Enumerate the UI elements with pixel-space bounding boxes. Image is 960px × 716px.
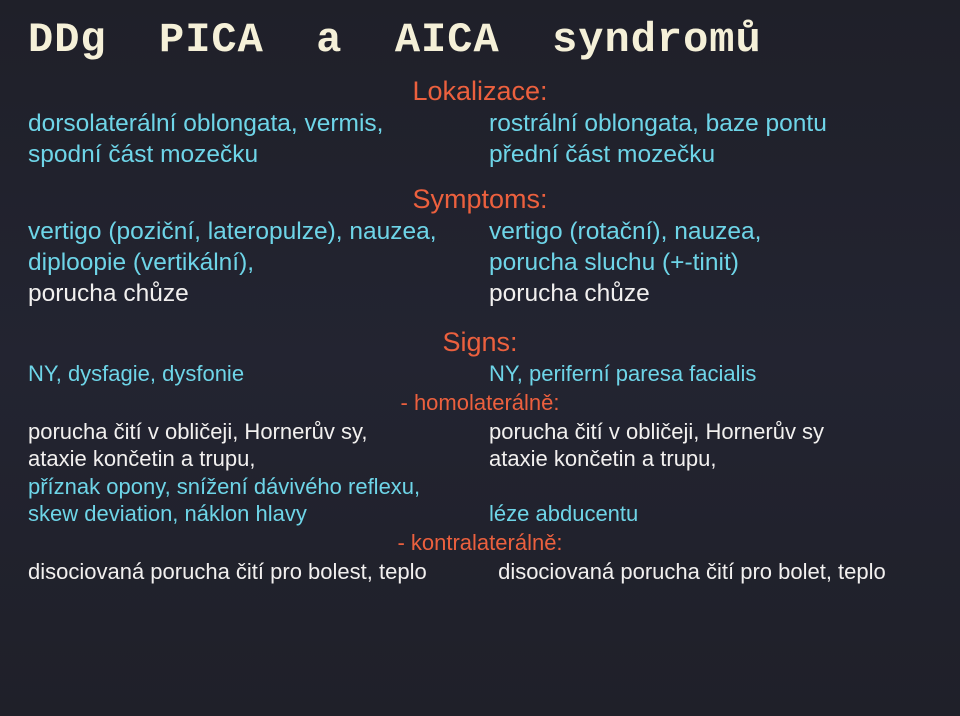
signs-homo-row-2: ataxie končetin a trupu, ataxie končetin… (28, 445, 932, 473)
signs-skew-row: skew deviation, náklon hlavy léze abduce… (28, 500, 932, 528)
note-kontralateralne: - kontralaterálně: (28, 530, 932, 556)
slide-title: DDg PICA a AICA syndromů (28, 16, 932, 64)
header-lokalizace: Lokalizace: (28, 76, 932, 107)
text-line: vertigo (poziční, lateropulze), nauzea, (28, 217, 489, 248)
text-line: ataxie končetin a trupu, (489, 445, 932, 473)
text-line: léze abducentu (489, 500, 932, 528)
text-line: porucha sluchu (+-tinit) (489, 248, 932, 279)
signs-homo-row-1: porucha čití v obličeji, Hornerův sy, po… (28, 418, 932, 446)
text-line: přední část mozečku (489, 140, 932, 171)
text-line: skew deviation, náklon hlavy (28, 500, 489, 528)
lokalizace-row: dorsolaterální oblongata, vermis, spodní… (28, 109, 932, 170)
signs-cyan-line: příznak opony, snížení dávivého reflexu, (28, 473, 932, 501)
text-line: diploopie (vertikální), (28, 248, 489, 279)
signs-row-1: NY, dysfagie, dysfonie NY, periferní par… (28, 360, 932, 388)
text-line: rostrální oblongata, baze pontu (489, 109, 932, 140)
text-line: porucha čití v obličeji, Hornerův sy (489, 418, 932, 446)
symptoms-right: vertigo (rotační), nauzea, porucha sluch… (489, 217, 932, 309)
text-line: disociovaná porucha čití pro bolest, tep… (28, 558, 498, 586)
signs-left: NY, dysfagie, dysfonie (28, 360, 489, 388)
header-symptoms: Symptoms: (28, 184, 932, 215)
text-line: dorsolaterální oblongata, vermis, (28, 109, 489, 140)
text-line: spodní část mozečku (28, 140, 489, 171)
symptoms-left: vertigo (poziční, lateropulze), nauzea, … (28, 217, 489, 309)
signs-right: NY, periferní paresa facialis (489, 360, 932, 388)
section-signs: Signs: NY, dysfagie, dysfonie NY, perife… (28, 327, 932, 585)
section-symptoms: Symptoms: vertigo (poziční, lateropulze)… (28, 184, 932, 309)
header-signs: Signs: (28, 327, 932, 358)
signs-kontra-row: disociovaná porucha čití pro bolest, tep… (28, 558, 932, 586)
slide: DDg PICA a AICA syndromů Lokalizace: dor… (0, 0, 960, 585)
text-line: disociovaná porucha čití pro bolet, tepl… (498, 558, 932, 586)
note-homolateralne: - homolaterálně: (28, 390, 932, 416)
symptoms-row: vertigo (poziční, lateropulze), nauzea, … (28, 217, 932, 309)
text-line: ataxie končetin a trupu, (28, 445, 489, 473)
section-lokalizace: Lokalizace: dorsolaterální oblongata, ve… (28, 76, 932, 170)
text-line: porucha chůze (28, 279, 489, 310)
lokalizace-right: rostrální oblongata, baze pontu přední č… (489, 109, 932, 170)
text-line: vertigo (rotační), nauzea, (489, 217, 932, 248)
text-line: porucha chůze (489, 279, 932, 310)
lokalizace-left: dorsolaterální oblongata, vermis, spodní… (28, 109, 489, 170)
text-line: porucha čití v obličeji, Hornerův sy, (28, 418, 489, 446)
